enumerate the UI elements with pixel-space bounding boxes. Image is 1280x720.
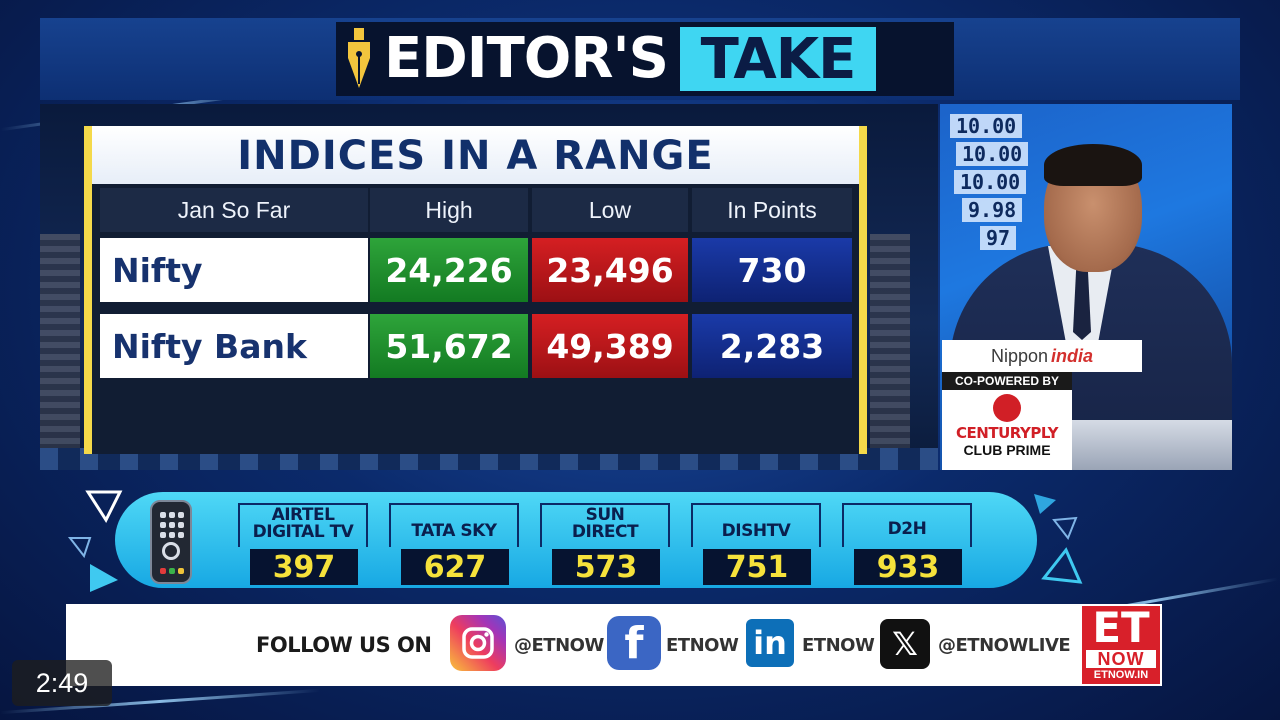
- ticker-value: 9.98: [962, 198, 1023, 222]
- fountain-pen-icon: [336, 22, 382, 96]
- ticker-value: 97: [980, 226, 1017, 250]
- et-now-logo: ET NOW ETNOW.IN: [1080, 604, 1162, 686]
- column-header-high: High: [370, 188, 528, 232]
- row-points-nifty-bank: 2,283: [692, 314, 852, 378]
- x-handle[interactable]: @ETNOWLIVE: [938, 635, 1071, 656]
- studio-side-panel: [870, 234, 910, 464]
- column-header-low: Low: [532, 188, 688, 232]
- anchor-tie: [1073, 260, 1091, 340]
- facebook-handle[interactable]: ETNOW: [666, 635, 739, 656]
- row-high-nifty: 24,226: [370, 238, 528, 302]
- row-low-nifty: 23,496: [532, 238, 688, 302]
- centuryply-name: CENTURYPLY: [956, 424, 1058, 442]
- video-timestamp: 2:49: [12, 660, 112, 706]
- anchor-hair: [1044, 144, 1142, 186]
- sponsor-india-text: india: [1051, 345, 1094, 366]
- row-low-nifty-bank: 49,389: [532, 314, 688, 378]
- channel-number: 573: [552, 549, 660, 585]
- studio-desk: [1068, 420, 1232, 470]
- row-name-nifty: Nifty: [100, 238, 368, 302]
- sponsor-nippon-india: Nippon india: [942, 340, 1142, 372]
- follow-label: FOLLOW US ON: [256, 633, 432, 657]
- channel-number: 627: [401, 549, 509, 585]
- triangle-outline-icon: [85, 490, 123, 524]
- title-editor-text: EDITOR'S: [384, 26, 669, 91]
- title-take-text: TAKE: [679, 27, 876, 92]
- channel-d2h: D2H 933: [842, 503, 972, 587]
- channel-tata-sky: TATA SKY 627: [389, 503, 519, 587]
- sponsor-centuryply: CENTURYPLY CLUB PRIME: [942, 390, 1072, 470]
- row-high-nifty-bank: 51,672: [370, 314, 528, 378]
- ticker-value: 10.00: [950, 114, 1023, 138]
- centuryply-sub: CLUB PRIME: [963, 442, 1051, 458]
- sponsor-nippon-text: Nippon: [990, 345, 1049, 366]
- show-title: EDITOR'S TAKE: [336, 22, 954, 96]
- triangle-outline-icon: [1052, 516, 1078, 540]
- channel-number: 397: [250, 549, 358, 585]
- facebook-icon[interactable]: f: [607, 616, 661, 670]
- indices-board: INDICES IN A RANGE Jan So Far High Low I…: [84, 126, 867, 454]
- column-header-points: In Points: [692, 188, 852, 232]
- triangle-outline-icon: [67, 537, 92, 559]
- channel-name: TATA SKY: [411, 521, 497, 541]
- channel-name: D2H: [887, 519, 927, 539]
- channel-airtel: AIRTEL DIGITAL TV 397: [238, 503, 368, 587]
- row-name-nifty-bank: Nifty Bank: [100, 314, 368, 378]
- instagram-icon[interactable]: [450, 615, 506, 671]
- channel-sun-direct: SUN DIRECT 573: [540, 503, 670, 587]
- channel-number: 933: [854, 549, 962, 585]
- tv-remote-icon: [150, 500, 192, 584]
- channel-number: 751: [703, 549, 811, 585]
- linkedin-handle[interactable]: ETNOW: [802, 635, 875, 656]
- channel-name: AIRTEL DIGITAL TV: [252, 505, 354, 542]
- triangle-filled-icon: [90, 564, 118, 592]
- row-points-nifty: 730: [692, 238, 852, 302]
- channel-name: SUN DIRECT: [571, 505, 639, 542]
- board-title: INDICES IN A RANGE: [92, 126, 859, 184]
- triangle-filled-icon: [1034, 494, 1056, 514]
- ticker-value: 10.00: [956, 142, 1029, 166]
- copowered-label: CO-POWERED BY: [942, 372, 1072, 390]
- instagram-handle[interactable]: @ETNOW: [514, 635, 604, 656]
- centuryply-logo-icon: [993, 394, 1021, 422]
- triangle-outline-icon: [1041, 547, 1083, 584]
- ticker-value: 10.00: [954, 170, 1027, 194]
- linkedin-icon[interactable]: in: [746, 619, 794, 667]
- column-header-period: Jan So Far: [100, 188, 368, 232]
- channel-name: DISHTV: [721, 521, 791, 541]
- x-icon[interactable]: 𝕏: [880, 619, 930, 669]
- studio-side-panel: [40, 234, 80, 464]
- channel-dishtv: DISHTV 751: [691, 503, 821, 587]
